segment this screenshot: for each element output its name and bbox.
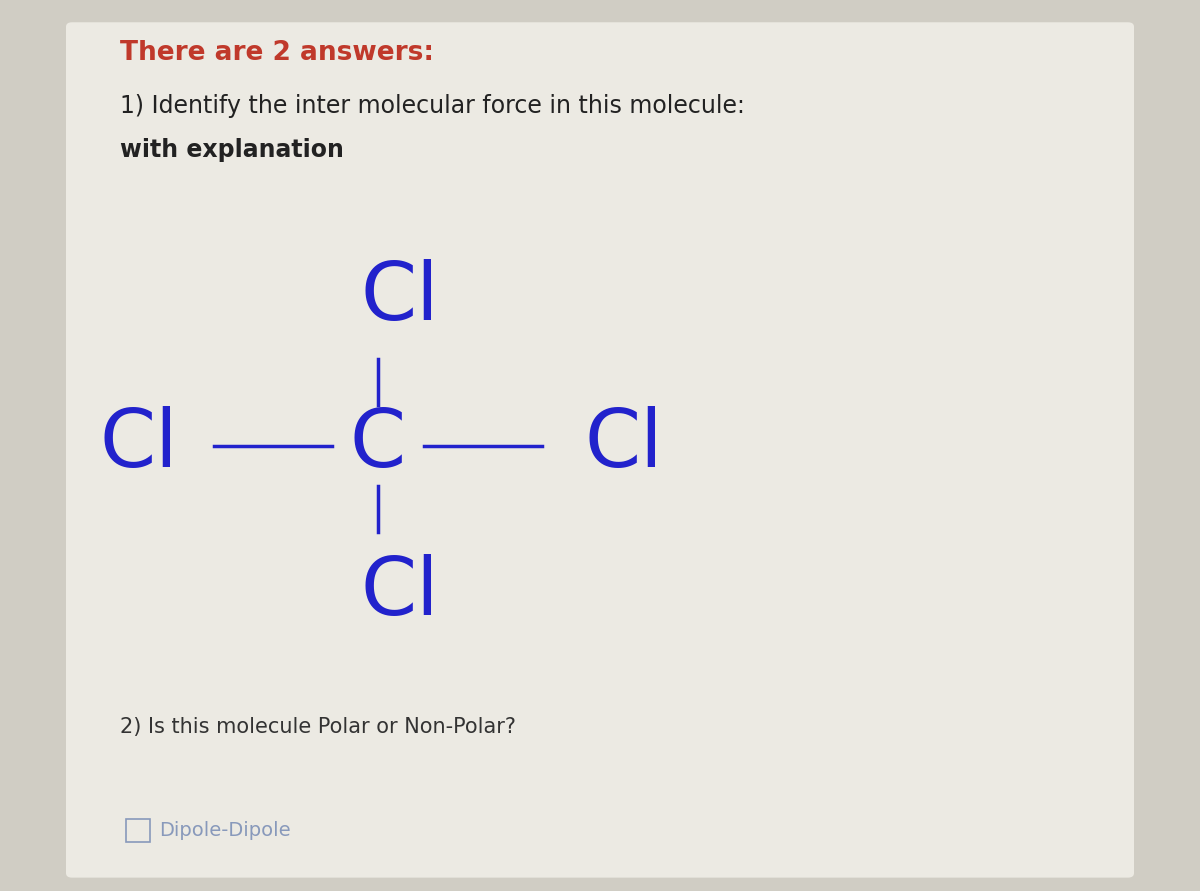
- Text: There are 2 answers:: There are 2 answers:: [120, 40, 434, 66]
- Text: Cl: Cl: [100, 406, 178, 485]
- Text: Dipole-Dipole: Dipole-Dipole: [160, 821, 292, 840]
- Text: Cl: Cl: [360, 553, 439, 632]
- Text: C: C: [350, 406, 406, 485]
- Text: Cl: Cl: [360, 259, 439, 338]
- FancyBboxPatch shape: [66, 22, 1134, 878]
- Text: with explanation: with explanation: [120, 138, 344, 162]
- Text: 2) Is this molecule Polar or Non-Polar?: 2) Is this molecule Polar or Non-Polar?: [120, 717, 516, 737]
- Text: 1) Identify the inter molecular force in this molecule:: 1) Identify the inter molecular force in…: [120, 94, 745, 118]
- Text: Cl: Cl: [584, 406, 664, 485]
- Bar: [126, 819, 150, 842]
